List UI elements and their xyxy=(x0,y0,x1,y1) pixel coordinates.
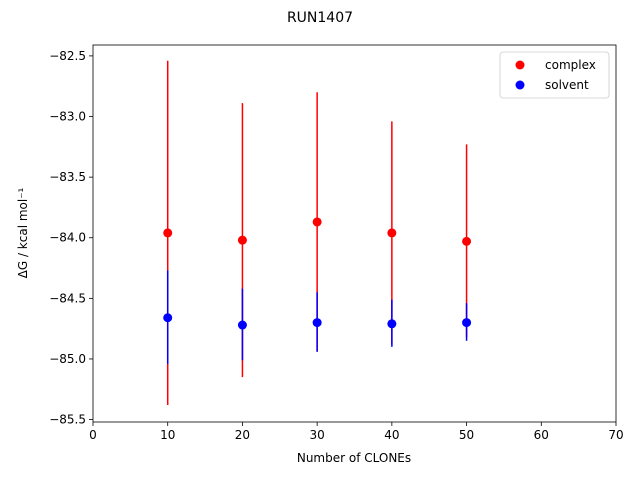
solvent-point xyxy=(462,318,472,328)
y-tick-label: −84.5 xyxy=(49,291,86,305)
y-tick-label: −84.0 xyxy=(49,231,86,245)
legend: complex solvent xyxy=(499,51,610,99)
complex-point xyxy=(462,236,472,246)
complex-point xyxy=(387,228,397,238)
legend-label-complex: complex xyxy=(545,58,596,72)
axes-frame xyxy=(92,44,617,423)
x-tick-label: 70 xyxy=(608,428,623,442)
plot-area xyxy=(163,60,472,406)
y-axis-label: ΔG / kcal mol⁻¹ xyxy=(16,187,30,278)
solvent-point xyxy=(237,320,247,330)
complex-point xyxy=(163,228,173,238)
complex-point xyxy=(237,235,247,245)
x-tick-label: 60 xyxy=(534,428,549,442)
x-tick-label: 0 xyxy=(89,428,97,442)
x-tick-label: 50 xyxy=(459,428,474,442)
legend-box xyxy=(499,51,610,99)
solvent-point xyxy=(387,319,397,329)
solvent-point xyxy=(163,313,173,323)
x-tick-label: 20 xyxy=(235,428,250,442)
x-tick-label: 30 xyxy=(310,428,325,442)
y-tick-label: −85.5 xyxy=(49,413,86,427)
solvent-point xyxy=(312,318,322,328)
legend-label-solvent: solvent xyxy=(545,78,589,92)
x-axis-label: Number of CLONEs xyxy=(297,451,411,465)
x-tick-label: 40 xyxy=(384,428,399,442)
x-tick-label: 10 xyxy=(160,428,175,442)
y-tick-label: −82.5 xyxy=(49,49,86,63)
y-tick-label: −83.5 xyxy=(49,170,86,184)
y-tick-label: −83.0 xyxy=(49,110,86,124)
legend-marker-solvent xyxy=(515,80,525,90)
y-tick-label: −85.0 xyxy=(49,352,86,366)
legend-marker-complex xyxy=(515,60,525,70)
complex-point xyxy=(312,217,322,227)
chart-title: RUN1407 xyxy=(287,10,353,26)
axes: 0 10 20 30 40 50 60 70 −85.5 −85.0 −84.5 −84.0 −83.5… xyxy=(49,44,624,442)
